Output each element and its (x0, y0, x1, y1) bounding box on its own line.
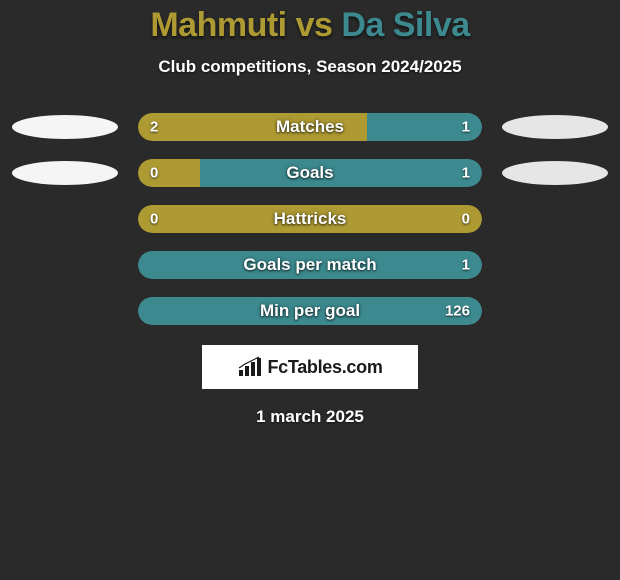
brand-chart-icon (237, 356, 265, 378)
team-badge-left (12, 161, 118, 185)
title-right-name: Da Silva (341, 6, 469, 44)
team-badge-left (12, 115, 118, 139)
bar-segment-left (138, 205, 482, 233)
bar-segment-left (138, 159, 200, 187)
brand-text: FcTables.com (267, 357, 382, 378)
stat-bar: Goals per match1 (138, 251, 482, 279)
team-badge-right (502, 115, 608, 139)
bar-segment-right (200, 159, 482, 187)
bar-segment-right (138, 297, 482, 325)
title-left-name: Mahmuti (150, 6, 286, 44)
team-badge-right (502, 161, 608, 185)
stat-rows: Matches21 Goals01 Hattricks00 Goals per mat… (0, 113, 620, 325)
stat-row: Goals per match1 (0, 251, 620, 279)
stat-row: Matches21 (0, 113, 620, 141)
page-title: Mahmuti vs Da Silva (0, 6, 620, 45)
brand-box: FcTables.com (202, 345, 418, 389)
stat-bar: Min per goal126 (138, 297, 482, 325)
date-text: 1 march 2025 (0, 407, 620, 427)
stat-row: Goals01 (0, 159, 620, 187)
subtitle: Club competitions, Season 2024/2025 (0, 57, 620, 77)
stat-row: Hattricks00 (0, 205, 620, 233)
title-vs: vs (287, 6, 342, 44)
stat-bar: Goals01 (138, 159, 482, 187)
bar-segment-left (138, 113, 367, 141)
stat-row: Min per goal126 (0, 297, 620, 325)
bar-segment-right (367, 113, 482, 141)
bar-segment-right (138, 251, 482, 279)
stat-bar: Hattricks00 (138, 205, 482, 233)
comparison-infographic: Mahmuti vs Da Silva Club competitions, S… (0, 0, 620, 427)
stat-bar: Matches21 (138, 113, 482, 141)
